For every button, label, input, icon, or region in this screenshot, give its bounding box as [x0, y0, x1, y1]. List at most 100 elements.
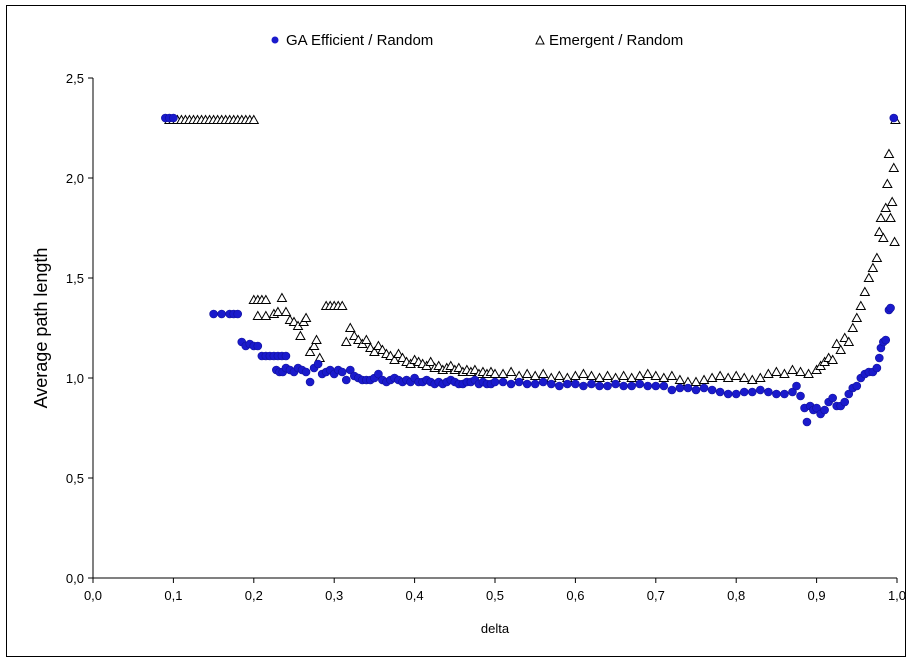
emergent-point: [746, 374, 758, 384]
ga-efficient-point: [828, 393, 837, 403]
y-tick-label: 1,5: [66, 271, 84, 286]
ga-efficient-point: [812, 403, 821, 413]
ga-efficient-point: [522, 379, 532, 389]
ga-efficient-point: [563, 379, 572, 389]
emergent-point: [308, 340, 320, 350]
emergent-point: [847, 322, 859, 332]
emergent-point: [650, 370, 662, 380]
emergent-point: [340, 336, 352, 346]
emergent-point: [280, 306, 292, 316]
ga-efficient-point: [667, 385, 677, 395]
ga-efficient-point: [627, 381, 636, 391]
ga-efficient-point: [840, 397, 850, 407]
legend-label-ga-efficient: GA Efficient / Random: [286, 32, 433, 49]
emergent-point: [642, 368, 654, 378]
ga-efficient-point: [852, 381, 862, 391]
ga-efficient-point: [490, 377, 500, 387]
ga-efficient-point: [820, 405, 829, 415]
emergent-point: [445, 360, 457, 370]
ga-efficient-point: [217, 309, 226, 319]
emergent-point: [863, 272, 875, 282]
ga-efficient-point: [209, 309, 218, 319]
ga-efficient-point: [506, 379, 516, 389]
emergent-point: [771, 366, 782, 376]
emergent-point: [738, 372, 750, 382]
x-tick-label: 0,9: [808, 588, 826, 603]
emergent-point: [634, 370, 646, 380]
x-tick-label: 0,4: [406, 588, 424, 603]
emergent-point: [839, 332, 851, 342]
ga-efficient-point: [715, 387, 725, 397]
emergent-point: [369, 346, 380, 356]
ga-efficient-point: [792, 381, 801, 391]
ga-efficient-point: [756, 385, 765, 395]
ga-efficient-point: [881, 335, 891, 345]
y-tick-label: 0,0: [66, 571, 84, 586]
ga-efficient-point: [587, 379, 596, 389]
emergent-point: [425, 356, 437, 366]
x-tick-label: 0,8: [727, 588, 745, 603]
legend-marker-emergent: [535, 34, 545, 45]
ga-efficient-point: [747, 387, 757, 397]
emergent-point: [779, 368, 790, 378]
x-tick-label: 0,1: [164, 588, 182, 603]
emergent-point: [754, 372, 766, 382]
emergent-point: [453, 362, 465, 372]
emergent-point: [602, 370, 613, 380]
y-tick-label: 2,5: [66, 71, 84, 86]
emergent-point: [877, 232, 889, 242]
emergent-point: [888, 162, 900, 172]
ga-efficient-point: [675, 383, 685, 393]
ga-efficient-point: [643, 381, 653, 391]
emergent-point: [288, 316, 300, 326]
ga-efficient-point: [595, 381, 604, 391]
emergent-point: [373, 340, 384, 350]
emergent-point: [706, 372, 718, 382]
ga-efficient-point: [301, 367, 311, 377]
ga-efficient-point: [739, 387, 749, 397]
emergent-point: [377, 344, 388, 354]
emergent-point: [578, 368, 589, 378]
emergent-point: [690, 376, 702, 386]
emergent-point: [859, 286, 871, 296]
x-tick-label: 0,3: [325, 588, 343, 603]
x-tick-label: 0,2: [245, 588, 263, 603]
y-tick-label: 0,5: [66, 471, 84, 486]
ga-efficient-point: [872, 363, 882, 373]
ga-efficient-point: [571, 379, 580, 389]
ga-efficient-point: [341, 375, 351, 385]
emergent-point: [304, 346, 316, 356]
emergent-point: [300, 312, 312, 322]
emergent-point: [873, 226, 885, 236]
emergent-point: [272, 306, 284, 316]
ga-efficient-point: [253, 341, 263, 351]
series-emergent: [164, 114, 901, 386]
legend-label-emergent: Emergent / Random: [549, 32, 683, 49]
ga-efficient-point: [886, 303, 895, 313]
emergent-point: [722, 372, 734, 382]
emergent-point: [880, 202, 892, 212]
emergent-point: [433, 360, 445, 370]
ga-efficient-point: [659, 381, 669, 391]
emergent-point: [252, 310, 264, 320]
emergent-point: [666, 370, 678, 380]
emergent-point: [570, 370, 581, 380]
emergent-point: [885, 212, 896, 222]
emergent-point: [389, 354, 400, 364]
emergent-point: [276, 292, 288, 302]
ga-efficient-point: [281, 351, 291, 361]
series-ga-efficient: [161, 113, 899, 427]
ga-efficient-point: [313, 359, 323, 369]
emergent-point: [803, 368, 814, 378]
emergent-point: [352, 334, 364, 344]
emergent-point: [889, 236, 900, 246]
y-axis-title: Average path length: [31, 248, 51, 409]
emergent-point: [827, 354, 839, 364]
emergent-point: [260, 294, 272, 304]
emergent-point: [397, 352, 408, 362]
y-tick-label: 2,0: [66, 171, 84, 186]
x-tick-label: 0,5: [486, 588, 504, 603]
emergent-point: [385, 350, 396, 360]
ga-efficient-point: [691, 385, 701, 395]
ga-efficient-point: [538, 377, 548, 387]
